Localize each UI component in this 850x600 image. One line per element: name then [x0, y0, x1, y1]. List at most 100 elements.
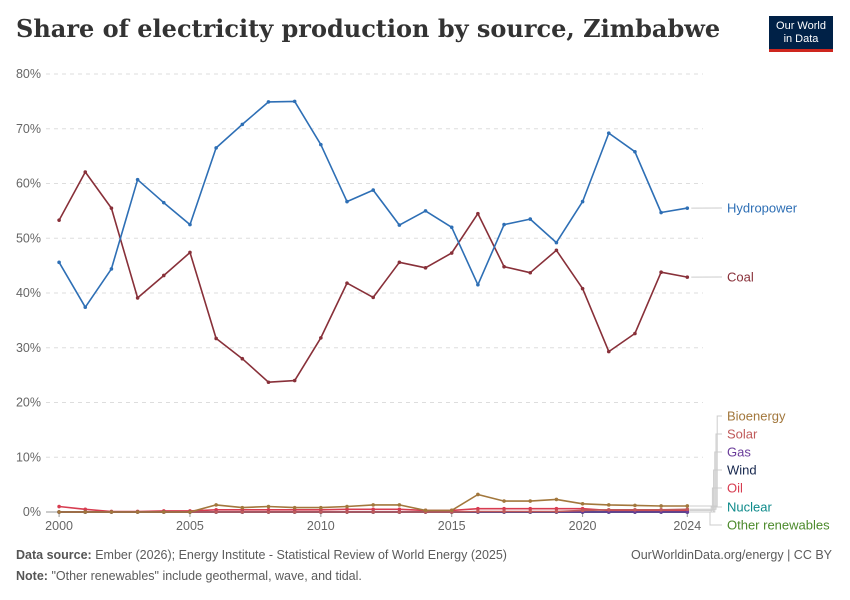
data-point[interactable]	[633, 149, 637, 154]
data-point[interactable]	[685, 206, 690, 210]
data-point[interactable]	[371, 503, 375, 507]
data-point[interactable]	[240, 356, 245, 361]
legend-item[interactable]: Bioenergy	[689, 409, 786, 507]
data-point[interactable]	[266, 510, 271, 514]
data-point[interactable]	[188, 250, 192, 255]
data-point[interactable]	[397, 223, 402, 227]
data-point[interactable]	[476, 282, 480, 287]
data-point[interactable]	[292, 378, 297, 383]
data-point[interactable]	[476, 506, 480, 511]
data-point[interactable]	[502, 509, 506, 514]
data-point[interactable]	[580, 286, 585, 291]
data-point[interactable]	[214, 503, 218, 507]
data-point[interactable]	[371, 507, 375, 512]
data-point[interactable]	[83, 170, 88, 174]
data-point[interactable]	[476, 509, 480, 514]
data-point[interactable]	[528, 270, 533, 275]
data-point[interactable]	[476, 211, 480, 216]
data-point[interactable]	[423, 209, 428, 213]
data-point[interactable]	[554, 506, 559, 511]
data-point[interactable]	[83, 510, 88, 514]
data-point[interactable]	[345, 504, 349, 509]
data-point[interactable]	[57, 260, 61, 265]
data-point[interactable]	[554, 248, 559, 253]
data-point[interactable]	[633, 331, 637, 336]
data-point[interactable]	[606, 131, 611, 135]
data-point[interactable]	[554, 497, 559, 502]
data-point[interactable]	[659, 210, 663, 215]
data-point[interactable]	[371, 188, 375, 192]
legend-item[interactable]: Solar	[689, 427, 758, 510]
data-point[interactable]	[266, 504, 271, 509]
data-point[interactable]	[606, 508, 611, 512]
owid-logo[interactable]: Our World in Data	[769, 16, 833, 52]
data-point[interactable]	[214, 336, 218, 341]
data-point[interactable]	[345, 199, 349, 204]
data-point[interactable]	[109, 510, 114, 514]
data-point[interactable]	[633, 508, 637, 512]
data-point[interactable]	[266, 100, 271, 104]
data-point[interactable]	[528, 506, 533, 511]
legend-item[interactable]: Coal	[691, 270, 754, 285]
data-point[interactable]	[580, 501, 585, 506]
data-point[interactable]	[685, 507, 690, 512]
data-point[interactable]	[476, 492, 480, 497]
data-point[interactable]	[345, 281, 349, 285]
data-point[interactable]	[109, 206, 114, 210]
data-point[interactable]	[188, 222, 192, 227]
data-point[interactable]	[423, 508, 428, 513]
data-point[interactable]	[659, 508, 663, 512]
data-point[interactable]	[83, 507, 88, 512]
data-point[interactable]	[502, 499, 506, 503]
data-point[interactable]	[319, 505, 323, 510]
data-point[interactable]	[554, 509, 559, 514]
data-point[interactable]	[580, 508, 585, 513]
data-point[interactable]	[214, 510, 218, 514]
data-point[interactable]	[240, 122, 245, 127]
source-link[interactable]: OurWorldinData.org/energy | CC BY	[630, 548, 832, 562]
data-point[interactable]	[240, 505, 245, 510]
data-point[interactable]	[423, 266, 428, 270]
data-point[interactable]	[292, 505, 297, 510]
data-point[interactable]	[606, 349, 611, 354]
data-point[interactable]	[502, 264, 506, 269]
data-point[interactable]	[502, 506, 506, 511]
data-point[interactable]	[528, 499, 533, 503]
data-point[interactable]	[57, 510, 61, 514]
data-point[interactable]	[449, 225, 454, 230]
data-point[interactable]	[266, 380, 271, 385]
data-point[interactable]	[528, 509, 533, 514]
data-point[interactable]	[135, 177, 140, 182]
data-point[interactable]	[397, 507, 402, 512]
data-point[interactable]	[161, 510, 166, 514]
data-point[interactable]	[292, 510, 297, 514]
data-point[interactable]	[554, 240, 559, 245]
series-line[interactable]	[58, 171, 688, 384]
data-point[interactable]	[135, 296, 140, 300]
data-point[interactable]	[319, 336, 323, 340]
data-point[interactable]	[528, 217, 533, 221]
data-point[interactable]	[57, 504, 61, 509]
data-point[interactable]	[319, 142, 323, 147]
data-point[interactable]	[109, 267, 114, 271]
data-point[interactable]	[161, 200, 166, 205]
data-point[interactable]	[580, 199, 585, 204]
legend-item[interactable]: Other renewables	[689, 511, 830, 533]
data-point[interactable]	[659, 270, 663, 274]
data-point[interactable]	[135, 510, 140, 514]
data-point[interactable]	[397, 510, 402, 514]
data-point[interactable]	[188, 510, 192, 514]
data-point[interactable]	[371, 295, 375, 300]
data-point[interactable]	[685, 504, 690, 508]
legend-item[interactable]: Hydropower	[691, 201, 798, 216]
data-point[interactable]	[659, 504, 663, 508]
data-point[interactable]	[57, 218, 61, 222]
data-point[interactable]	[502, 222, 506, 227]
data-point[interactable]	[397, 503, 402, 507]
data-point[interactable]	[240, 510, 245, 514]
data-point[interactable]	[319, 510, 323, 514]
data-point[interactable]	[292, 99, 297, 104]
data-point[interactable]	[345, 510, 349, 514]
data-point[interactable]	[606, 503, 611, 507]
data-point[interactable]	[371, 510, 375, 514]
